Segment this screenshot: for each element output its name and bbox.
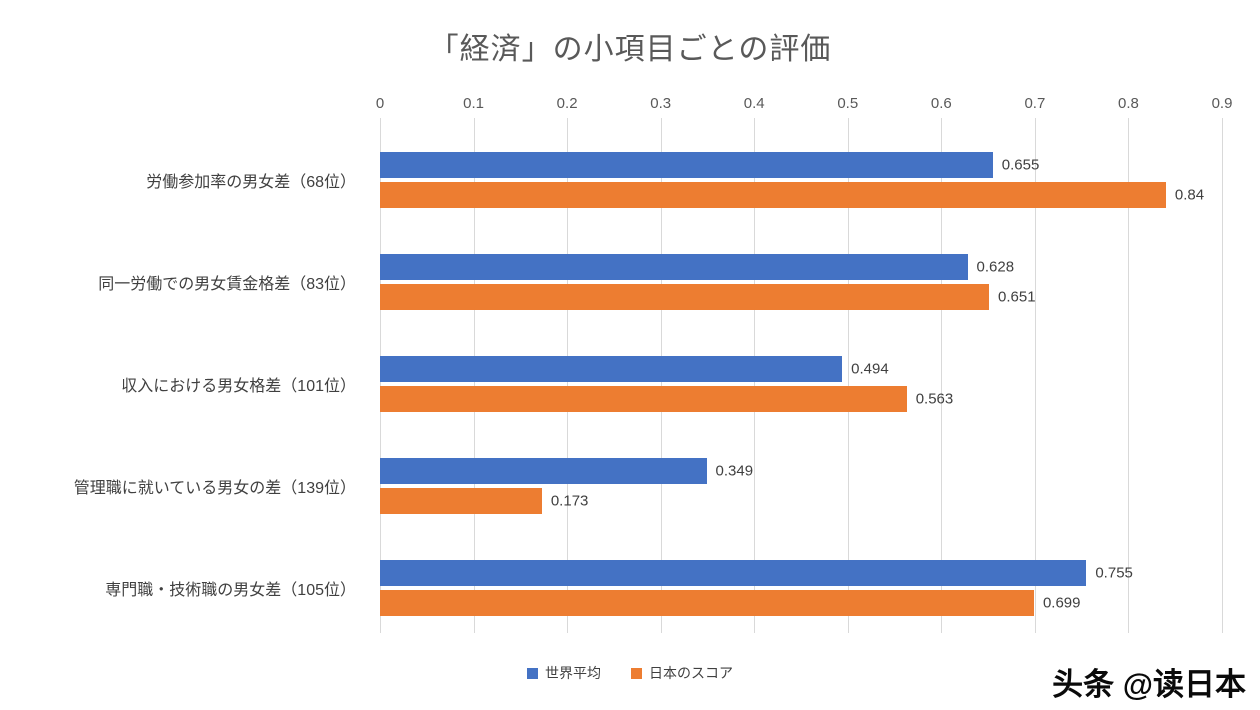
legend-item: 世界平均 — [527, 663, 601, 683]
bar-series-1 — [380, 590, 1034, 616]
category-axis: 労働参加率の男女差（68位） 同一労働での男女賃金格差（83位） 収入における男女格… — [0, 118, 356, 633]
x-tick-label: 0.8 — [1118, 95, 1139, 112]
bar-series-0 — [380, 152, 993, 178]
plot-area: 0.655 0.84 0.628 0.651 0.494 0.563 0.349 0.173 0… — [380, 118, 1223, 633]
legend-item: 日本のスコア — [631, 663, 733, 683]
gridline — [1222, 118, 1223, 633]
x-tick-label: 0.7 — [1024, 95, 1046, 112]
bar-series-0 — [380, 356, 843, 382]
value-label: 0.655 — [1001, 156, 1040, 174]
x-tick-label: 0.5 — [837, 95, 859, 112]
watermark: 头条 @读日本 — [1052, 667, 1246, 702]
value-label: 0.651 — [998, 288, 1036, 306]
bar-series-1 — [380, 284, 990, 310]
gridline — [847, 118, 849, 633]
x-tick-label: 0.9 — [1211, 95, 1233, 112]
legend-swatch — [631, 667, 642, 679]
value-label: 0.84 — [1174, 186, 1205, 204]
bar-series-1 — [380, 488, 542, 514]
value-label: 0.563 — [915, 390, 954, 408]
category-label: 労働参加率の男女差（68位） — [146, 174, 356, 191]
legend-swatch — [527, 667, 538, 679]
value-label: 0.699 — [1042, 594, 1081, 612]
value-label: 0.755 — [1095, 564, 1133, 582]
bar-series-0 — [380, 560, 1087, 586]
x-tick-label: 0.4 — [743, 95, 765, 112]
value-label: 0.494 — [851, 360, 889, 378]
value-label: 0.173 — [550, 492, 589, 510]
x-tick-label: 0.1 — [463, 95, 484, 112]
category-label: 専門職・技術職の男女差（105位） — [105, 582, 356, 599]
bar-series-0 — [380, 254, 968, 280]
value-label: 0.628 — [976, 258, 1015, 276]
legend-label: 日本のスコア — [649, 665, 733, 681]
bar-series-1 — [380, 386, 907, 412]
category-label: 同一労働での男女賃金格差（83位） — [98, 276, 356, 293]
category-label: 収入における男女格差（101位） — [121, 378, 356, 395]
x-axis-ticks: 0 0.1 0.2 0.3 0.4 0.5 0.6 0.7 0.8 0.9 — [376, 95, 1233, 113]
x-tick-label: 0 — [375, 95, 385, 112]
bar-series-1 — [380, 182, 1166, 208]
value-label: 0.349 — [715, 462, 754, 480]
x-tick-label: 0.6 — [930, 95, 952, 112]
gridline — [941, 118, 943, 633]
gridline — [1128, 118, 1130, 633]
category-label: 管理職に就いている男女の差（139位） — [73, 480, 356, 497]
legend: 世界平均 日本のスコア — [0, 663, 1260, 683]
bar-series-0 — [380, 458, 707, 484]
gridline — [1034, 118, 1036, 633]
x-tick-label: 0.2 — [556, 95, 578, 112]
x-tick-label: 0.3 — [650, 95, 672, 112]
chart-title: 「経済」の小項目ごとの評価 — [428, 33, 832, 66]
legend-label: 世界平均 — [545, 665, 601, 681]
